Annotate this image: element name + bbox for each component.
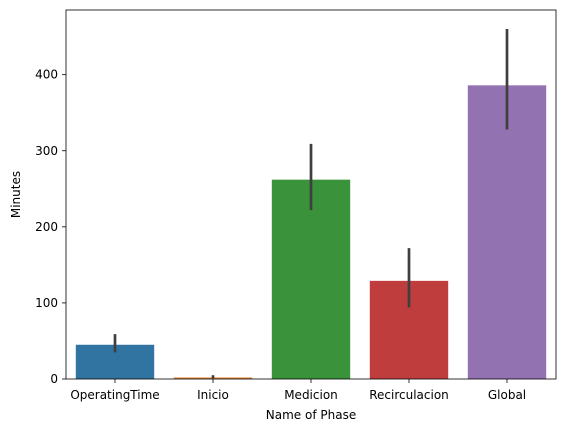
y-ticks-layer: 0 100 200 300 400	[35, 68, 66, 386]
y-tick-label: 100	[35, 296, 58, 310]
error-bars-layer	[113, 29, 509, 379]
y-axis-label: Minutes	[9, 171, 23, 218]
x-tick-label: Recirculacion	[369, 388, 449, 402]
x-ticks-layer: OperatingTime Inicio Medicion Recirculacion…	[70, 379, 526, 402]
x-tick-label: Inicio	[197, 388, 229, 402]
x-tick-label: OperatingTime	[70, 388, 159, 402]
bars-layer	[75, 85, 547, 379]
x-axis-label: Name of Phase	[266, 408, 356, 422]
y-tick-label: 300	[35, 144, 58, 158]
bar-global	[467, 85, 547, 379]
y-tick-label: 400	[35, 68, 58, 82]
bar-inicio	[173, 377, 253, 379]
x-tick-label: Global	[488, 388, 526, 402]
y-tick-label: 200	[35, 220, 58, 234]
x-tick-label: Medicion	[284, 388, 338, 402]
bar-medicion	[271, 179, 351, 379]
y-tick-label: 0	[50, 372, 58, 386]
